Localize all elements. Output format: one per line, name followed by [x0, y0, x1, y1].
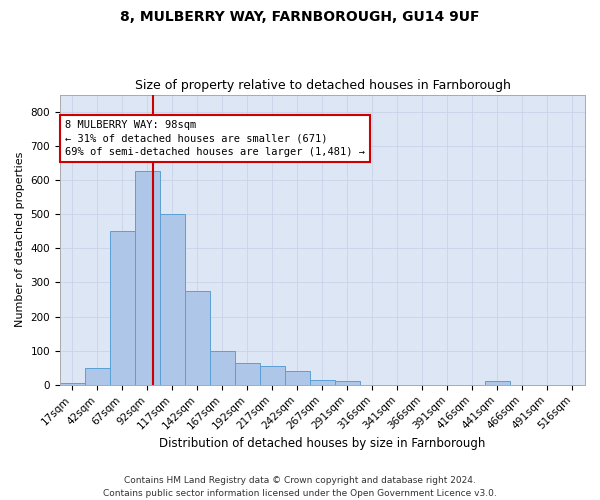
- Bar: [310, 380, 335, 385]
- Bar: [335, 382, 360, 385]
- Title: Size of property relative to detached houses in Farnborough: Size of property relative to detached ho…: [134, 79, 511, 92]
- X-axis label: Distribution of detached houses by size in Farnborough: Distribution of detached houses by size …: [159, 437, 485, 450]
- Bar: [285, 371, 310, 385]
- Bar: [85, 368, 110, 385]
- Bar: [260, 366, 284, 385]
- Bar: [135, 172, 160, 385]
- Bar: [210, 350, 235, 385]
- Text: Contains HM Land Registry data © Crown copyright and database right 2024.
Contai: Contains HM Land Registry data © Crown c…: [103, 476, 497, 498]
- Bar: [60, 383, 85, 385]
- Bar: [235, 362, 260, 385]
- Bar: [185, 291, 209, 385]
- Bar: [485, 382, 510, 385]
- Bar: [160, 214, 185, 385]
- Bar: [110, 231, 134, 385]
- Text: 8 MULBERRY WAY: 98sqm
← 31% of detached houses are smaller (671)
69% of semi-det: 8 MULBERRY WAY: 98sqm ← 31% of detached …: [65, 120, 365, 156]
- Text: 8, MULBERRY WAY, FARNBOROUGH, GU14 9UF: 8, MULBERRY WAY, FARNBOROUGH, GU14 9UF: [120, 10, 480, 24]
- Y-axis label: Number of detached properties: Number of detached properties: [15, 152, 25, 328]
